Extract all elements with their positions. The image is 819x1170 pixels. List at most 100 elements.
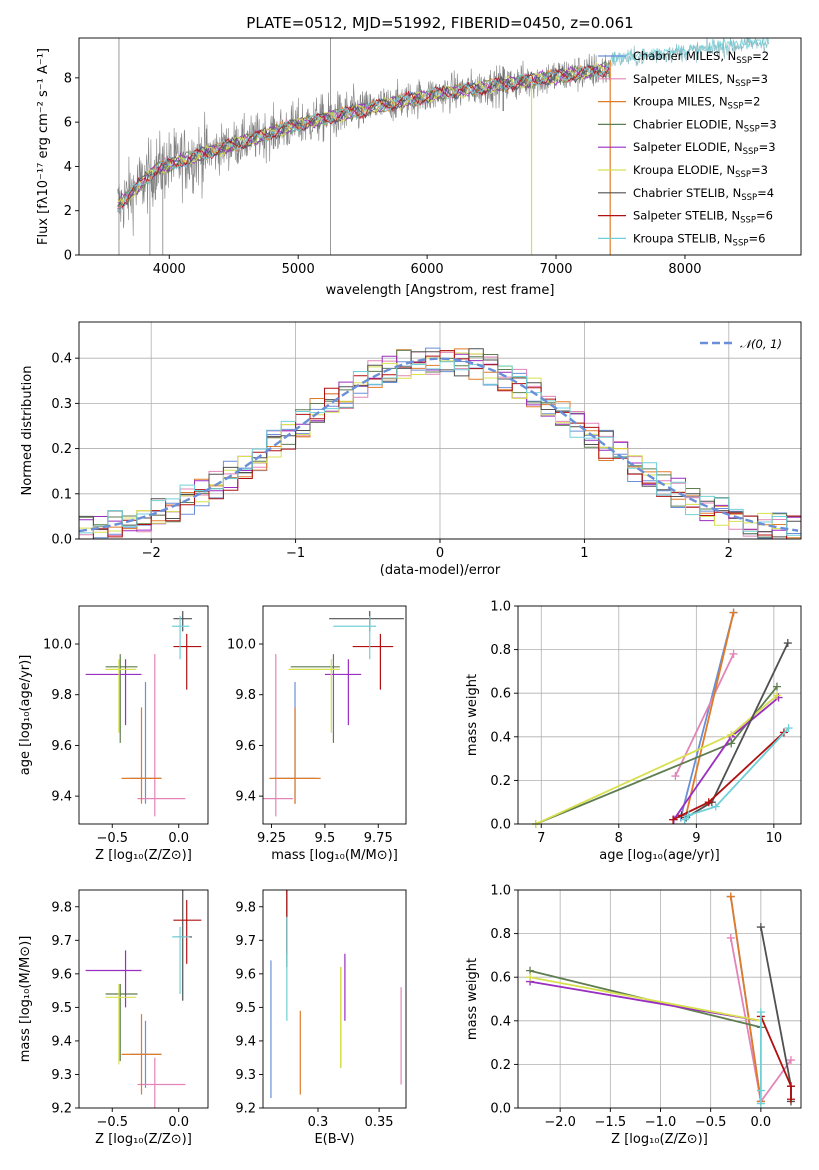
x-tick-label: −2 [142, 546, 161, 561]
x-tick-label: 10 [766, 831, 783, 846]
errorbar-1 [137, 654, 186, 817]
y-tick-label: 4 [64, 160, 72, 175]
x-tick-label: −1.0 [645, 1115, 677, 1130]
age-vs-z-frame [78, 605, 209, 825]
x-tick-label: −0.5 [96, 1115, 128, 1130]
legend-name: Chabrier STELIB, N [633, 186, 741, 200]
legend-suffix: =3 [751, 72, 768, 86]
mass-vs-z-xlabel: Z [log₁₀(Z/Z⊙)] [95, 1132, 192, 1147]
errorbar-3 [105, 983, 138, 1062]
age-vs-z-axes: −0.5 0.0 9.4 9.6 9.8 10.0 [43, 638, 189, 846]
spectrum-data-red [611, 38, 770, 67]
age-vs-z-ylabel: age [log₁₀(age/yr)] [18, 655, 33, 776]
legend-name: Salpeter ELODIE, N [633, 140, 743, 154]
weight-line-2 [684, 612, 735, 818]
weight-line-5 [535, 694, 778, 824]
model-line-0 [117, 64, 611, 207]
legend-suffix: =4 [757, 186, 774, 200]
x-tick-label: −1.5 [595, 1115, 627, 1130]
legend-sub: SSP [733, 238, 749, 248]
y-tick-label: 10.0 [43, 638, 72, 653]
age-vs-mass-axes: 9.25 9.5 9.75 9.4 9.6 9.8 10.0 [227, 638, 393, 846]
mass-weight-vs-z-xlabel: Z [log₁₀(Z/Z⊙)] [611, 1132, 708, 1147]
x-tick-label: −0.5 [96, 831, 128, 846]
errorbar-5 [105, 983, 137, 1065]
errorbar-8 [172, 926, 190, 994]
y-tick-label: 9.6 [235, 739, 256, 754]
y-tick-label: 0.4 [490, 1014, 511, 1029]
errorbar-3 [290, 654, 340, 743]
y-tick-label: 9.4 [51, 790, 72, 805]
weight-marker [772, 691, 781, 700]
legend-suffix: =6 [756, 209, 773, 223]
age-vs-mass-frame [262, 605, 407, 825]
histogram-step-8 [79, 361, 801, 539]
weight-marker [756, 1099, 765, 1108]
x-tick-label: 0.35 [365, 1115, 394, 1130]
model-line-4 [117, 63, 610, 204]
weight-marker [526, 973, 535, 982]
x-tick-label: 9.5 [315, 831, 336, 846]
y-tick-label: 0 [64, 249, 72, 264]
legend-suffix: =6 [748, 231, 765, 245]
weight-marker [684, 811, 693, 820]
legend-name: Salpeter STELIB, N [633, 209, 740, 223]
x-tick-label: 0.0 [168, 1115, 189, 1130]
mass-vs-ebv-frame [262, 889, 407, 1109]
y-tick-label: 2 [64, 204, 72, 219]
y-tick-label: 9.8 [51, 900, 72, 915]
weight-marker [756, 923, 765, 932]
x-tick-label: −2.0 [544, 1115, 576, 1130]
errorbar-7 [173, 633, 202, 690]
y-tick-label: 9.6 [235, 967, 256, 982]
weight-marker [669, 815, 678, 824]
x-tick-label: 9 [692, 831, 700, 846]
age-vs-z-xlabel: Z [log₁₀(Z/Z⊙)] [95, 848, 192, 863]
y-tick-label: 0.2 [51, 442, 72, 457]
model-line-2 [117, 61, 611, 213]
weight-marker [729, 608, 738, 617]
errorbar-7 [173, 900, 202, 964]
errorbar-2 [269, 707, 321, 804]
legend-suffix: =3 [751, 163, 768, 177]
mass-weight-vs-z-ylabel: mass weight [465, 958, 480, 1040]
y-tick-label: 0.0 [490, 818, 511, 833]
weight-marker [727, 730, 736, 739]
legend-entry-3: Chabrier ELODIE, NSSP=3 [633, 117, 777, 134]
weight-marker [772, 682, 781, 691]
weight-marker [756, 1008, 765, 1017]
y-tick-label: 0.0 [490, 1102, 511, 1117]
legend-entry-1: Salpeter MILES, NSSP=3 [633, 72, 768, 89]
weight-marker [671, 772, 680, 781]
y-tick-label: 9.4 [235, 1034, 256, 1049]
x-tick-label: 1 [580, 546, 588, 561]
errorbar-4 [85, 950, 142, 1008]
y-tick-label: 0.2 [490, 774, 511, 789]
x-tick-label: 0.0 [168, 831, 189, 846]
legend-name: Kroupa STELIB, N [633, 231, 733, 245]
spectrum-axes: 4000 5000 6000 7000 8000 0 2 4 6 8 [64, 71, 702, 277]
x-tick-label: 7000 [539, 262, 572, 277]
legend-name: Chabrier ELODIE, N [633, 117, 744, 131]
gaussian-curve [78, 357, 799, 533]
weight-marker [786, 1082, 795, 1091]
model-line-1 [117, 65, 611, 212]
weight-line-5 [529, 976, 762, 1022]
model-line-8 [117, 38, 769, 213]
weight-marker [786, 1095, 795, 1104]
legend-suffix: =3 [760, 117, 777, 131]
x-tick-label: 9.75 [364, 831, 393, 846]
y-tick-label: 9.5 [51, 1001, 72, 1016]
legend-name: Kroupa MILES, N [633, 95, 728, 109]
legend-entry-7: Salpeter STELIB, NSSP=6 [633, 209, 773, 226]
weight-line-1 [674, 653, 735, 777]
mass-vs-ebv-xlabel: E(B-V) [314, 1132, 354, 1147]
legend-sub: SSP [728, 102, 744, 112]
mass-vs-z-axes: −0.5 0.0 9.2 9.3 9.4 9.5 9.6 9.7 9.8 [51, 900, 189, 1130]
model-line-5 [117, 62, 611, 204]
x-tick-label: 0 [436, 546, 444, 561]
errorbar-5 [288, 659, 340, 733]
weight-marker [783, 639, 792, 648]
weight-line-7 [672, 731, 785, 821]
mass-weight-vs-age-frame [517, 605, 802, 825]
